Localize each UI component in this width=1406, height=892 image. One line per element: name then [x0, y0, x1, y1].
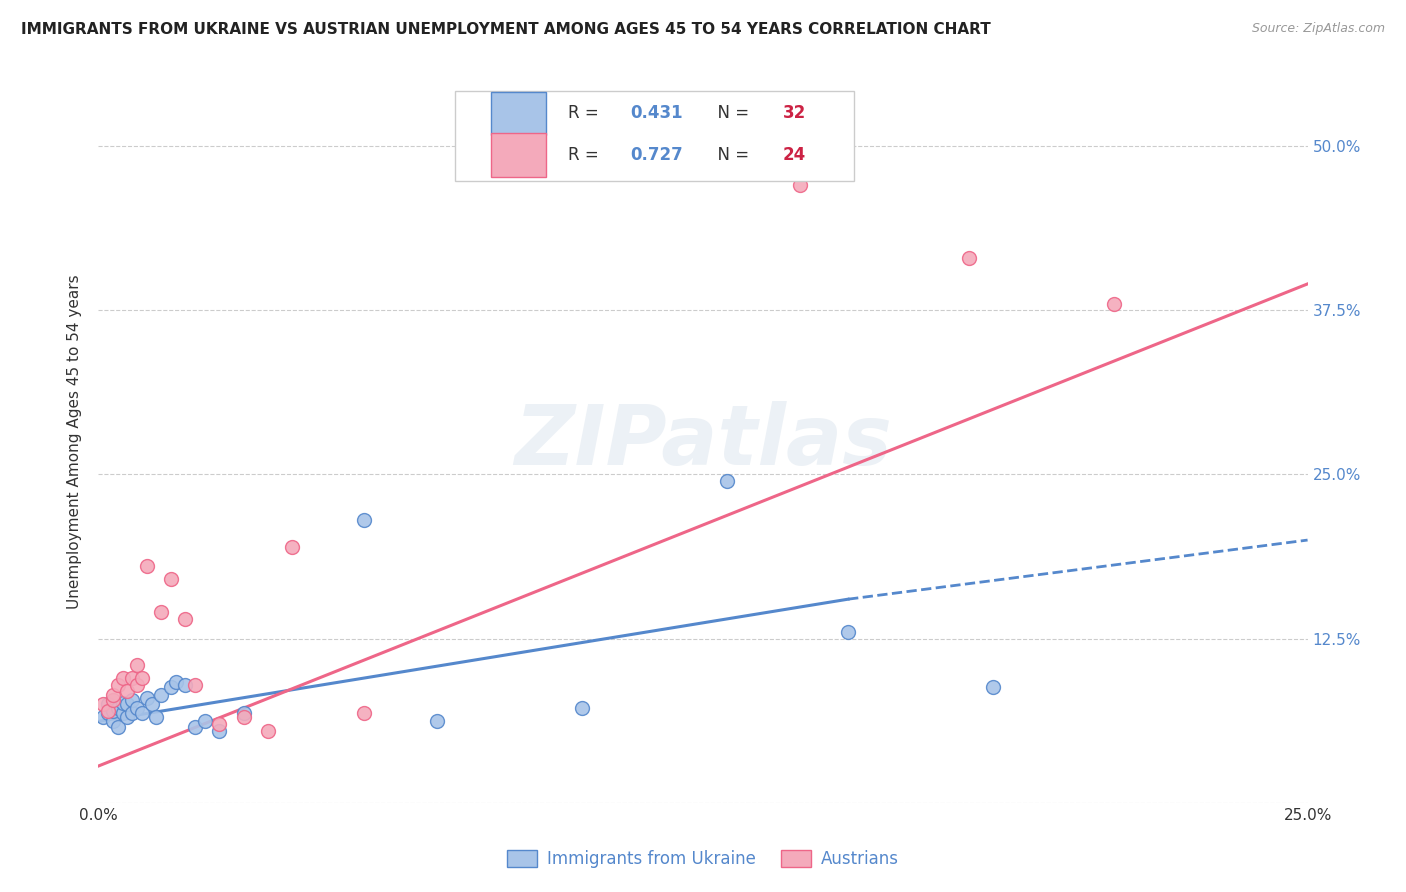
Point — [121, 693, 143, 707]
Point — [160, 680, 183, 694]
Point — [426, 714, 449, 729]
Text: Source: ZipAtlas.com: Source: ZipAtlas.com — [1251, 22, 1385, 36]
Point — [150, 605, 173, 619]
Text: R =: R = — [568, 104, 603, 122]
Point — [194, 714, 217, 729]
Point — [165, 675, 187, 690]
Point — [208, 723, 231, 738]
Point — [135, 559, 157, 574]
Point — [981, 680, 1004, 694]
Point — [111, 706, 134, 721]
FancyBboxPatch shape — [492, 92, 546, 135]
Point — [232, 710, 254, 724]
Point — [107, 677, 129, 691]
Y-axis label: Unemployment Among Ages 45 to 54 years: Unemployment Among Ages 45 to 54 years — [67, 274, 83, 609]
Point — [121, 706, 143, 721]
Point — [174, 677, 197, 691]
Point — [184, 720, 207, 734]
Point — [716, 474, 738, 488]
Text: R =: R = — [568, 146, 603, 164]
Point — [141, 698, 163, 712]
Text: ZIPatlas: ZIPatlas — [515, 401, 891, 482]
Point — [281, 540, 304, 554]
Point — [117, 710, 139, 724]
Point — [208, 717, 231, 731]
Text: 24: 24 — [783, 146, 806, 164]
FancyBboxPatch shape — [456, 91, 855, 181]
Text: IMMIGRANTS FROM UKRAINE VS AUSTRIAN UNEMPLOYMENT AMONG AGES 45 TO 54 YEARS CORRE: IMMIGRANTS FROM UKRAINE VS AUSTRIAN UNEM… — [21, 22, 991, 37]
Point — [101, 693, 124, 707]
Point — [107, 720, 129, 734]
Point — [117, 698, 139, 712]
Point — [1102, 296, 1125, 310]
Point — [107, 701, 129, 715]
Point — [837, 625, 859, 640]
Point — [131, 706, 153, 721]
Point — [150, 688, 173, 702]
Point — [91, 710, 114, 724]
Point — [101, 688, 124, 702]
Point — [131, 671, 153, 685]
Text: 0.727: 0.727 — [630, 146, 683, 164]
FancyBboxPatch shape — [492, 133, 546, 177]
Point — [127, 677, 149, 691]
Point — [97, 706, 120, 721]
Text: 32: 32 — [783, 104, 806, 122]
Point — [789, 178, 811, 193]
Point — [97, 704, 120, 718]
Point — [174, 612, 197, 626]
Text: N =: N = — [707, 104, 754, 122]
Point — [571, 701, 593, 715]
Point — [160, 573, 183, 587]
Point — [121, 671, 143, 685]
Point — [353, 706, 375, 721]
Text: N =: N = — [707, 146, 754, 164]
Point — [127, 657, 149, 672]
Point — [101, 704, 124, 718]
Point — [117, 684, 139, 698]
Point — [353, 513, 375, 527]
Point — [111, 696, 134, 710]
Point — [91, 698, 114, 712]
Point — [135, 690, 157, 705]
Legend: Immigrants from Ukraine, Austrians: Immigrants from Ukraine, Austrians — [501, 843, 905, 875]
Point — [184, 677, 207, 691]
Text: 0.431: 0.431 — [630, 104, 683, 122]
Point — [127, 701, 149, 715]
Point — [101, 714, 124, 729]
Point — [256, 723, 278, 738]
Point — [145, 710, 167, 724]
Point — [97, 698, 120, 712]
Point — [232, 706, 254, 721]
Point — [111, 671, 134, 685]
Point — [957, 251, 980, 265]
